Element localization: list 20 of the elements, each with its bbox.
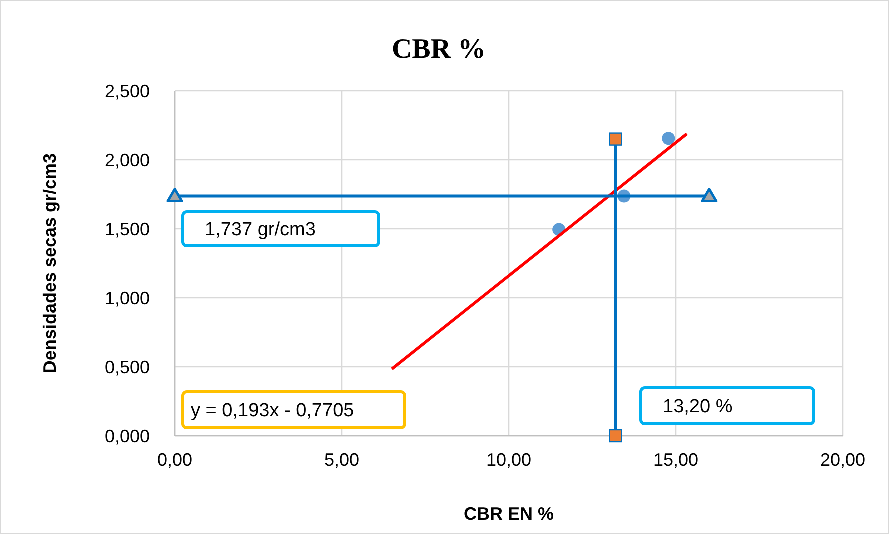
x-axis-title: CBR EN % xyxy=(464,504,554,524)
y-tick-label: 0,500 xyxy=(104,357,150,378)
x-tick-label: 0,00 xyxy=(157,450,193,470)
x-tick-label: 5,00 xyxy=(324,450,360,470)
chart-title: CBR % xyxy=(392,34,486,65)
annotation: 1,737 gr/cm3 xyxy=(205,220,316,241)
annotation: y = 0,193x - 0,7705 xyxy=(191,400,354,422)
point xyxy=(609,132,622,146)
y-tick-label: 1,000 xyxy=(104,288,150,308)
x-tick-label: 15,00 xyxy=(653,450,699,470)
y-tick-label: 1,500 xyxy=(104,219,150,240)
annotation: 13,20 % xyxy=(663,396,733,418)
x-tick-label: 20,00 xyxy=(820,450,866,470)
point xyxy=(609,429,622,443)
y-tick-label: 2,500 xyxy=(104,81,150,102)
y-tick-label: 2,000 xyxy=(104,150,150,170)
y-tick-label: 0,000 xyxy=(104,426,150,446)
x-tick-label: 10,00 xyxy=(486,450,532,470)
y-axis-title: Densidades secas gr/cm3 xyxy=(40,153,60,374)
point xyxy=(662,132,676,146)
